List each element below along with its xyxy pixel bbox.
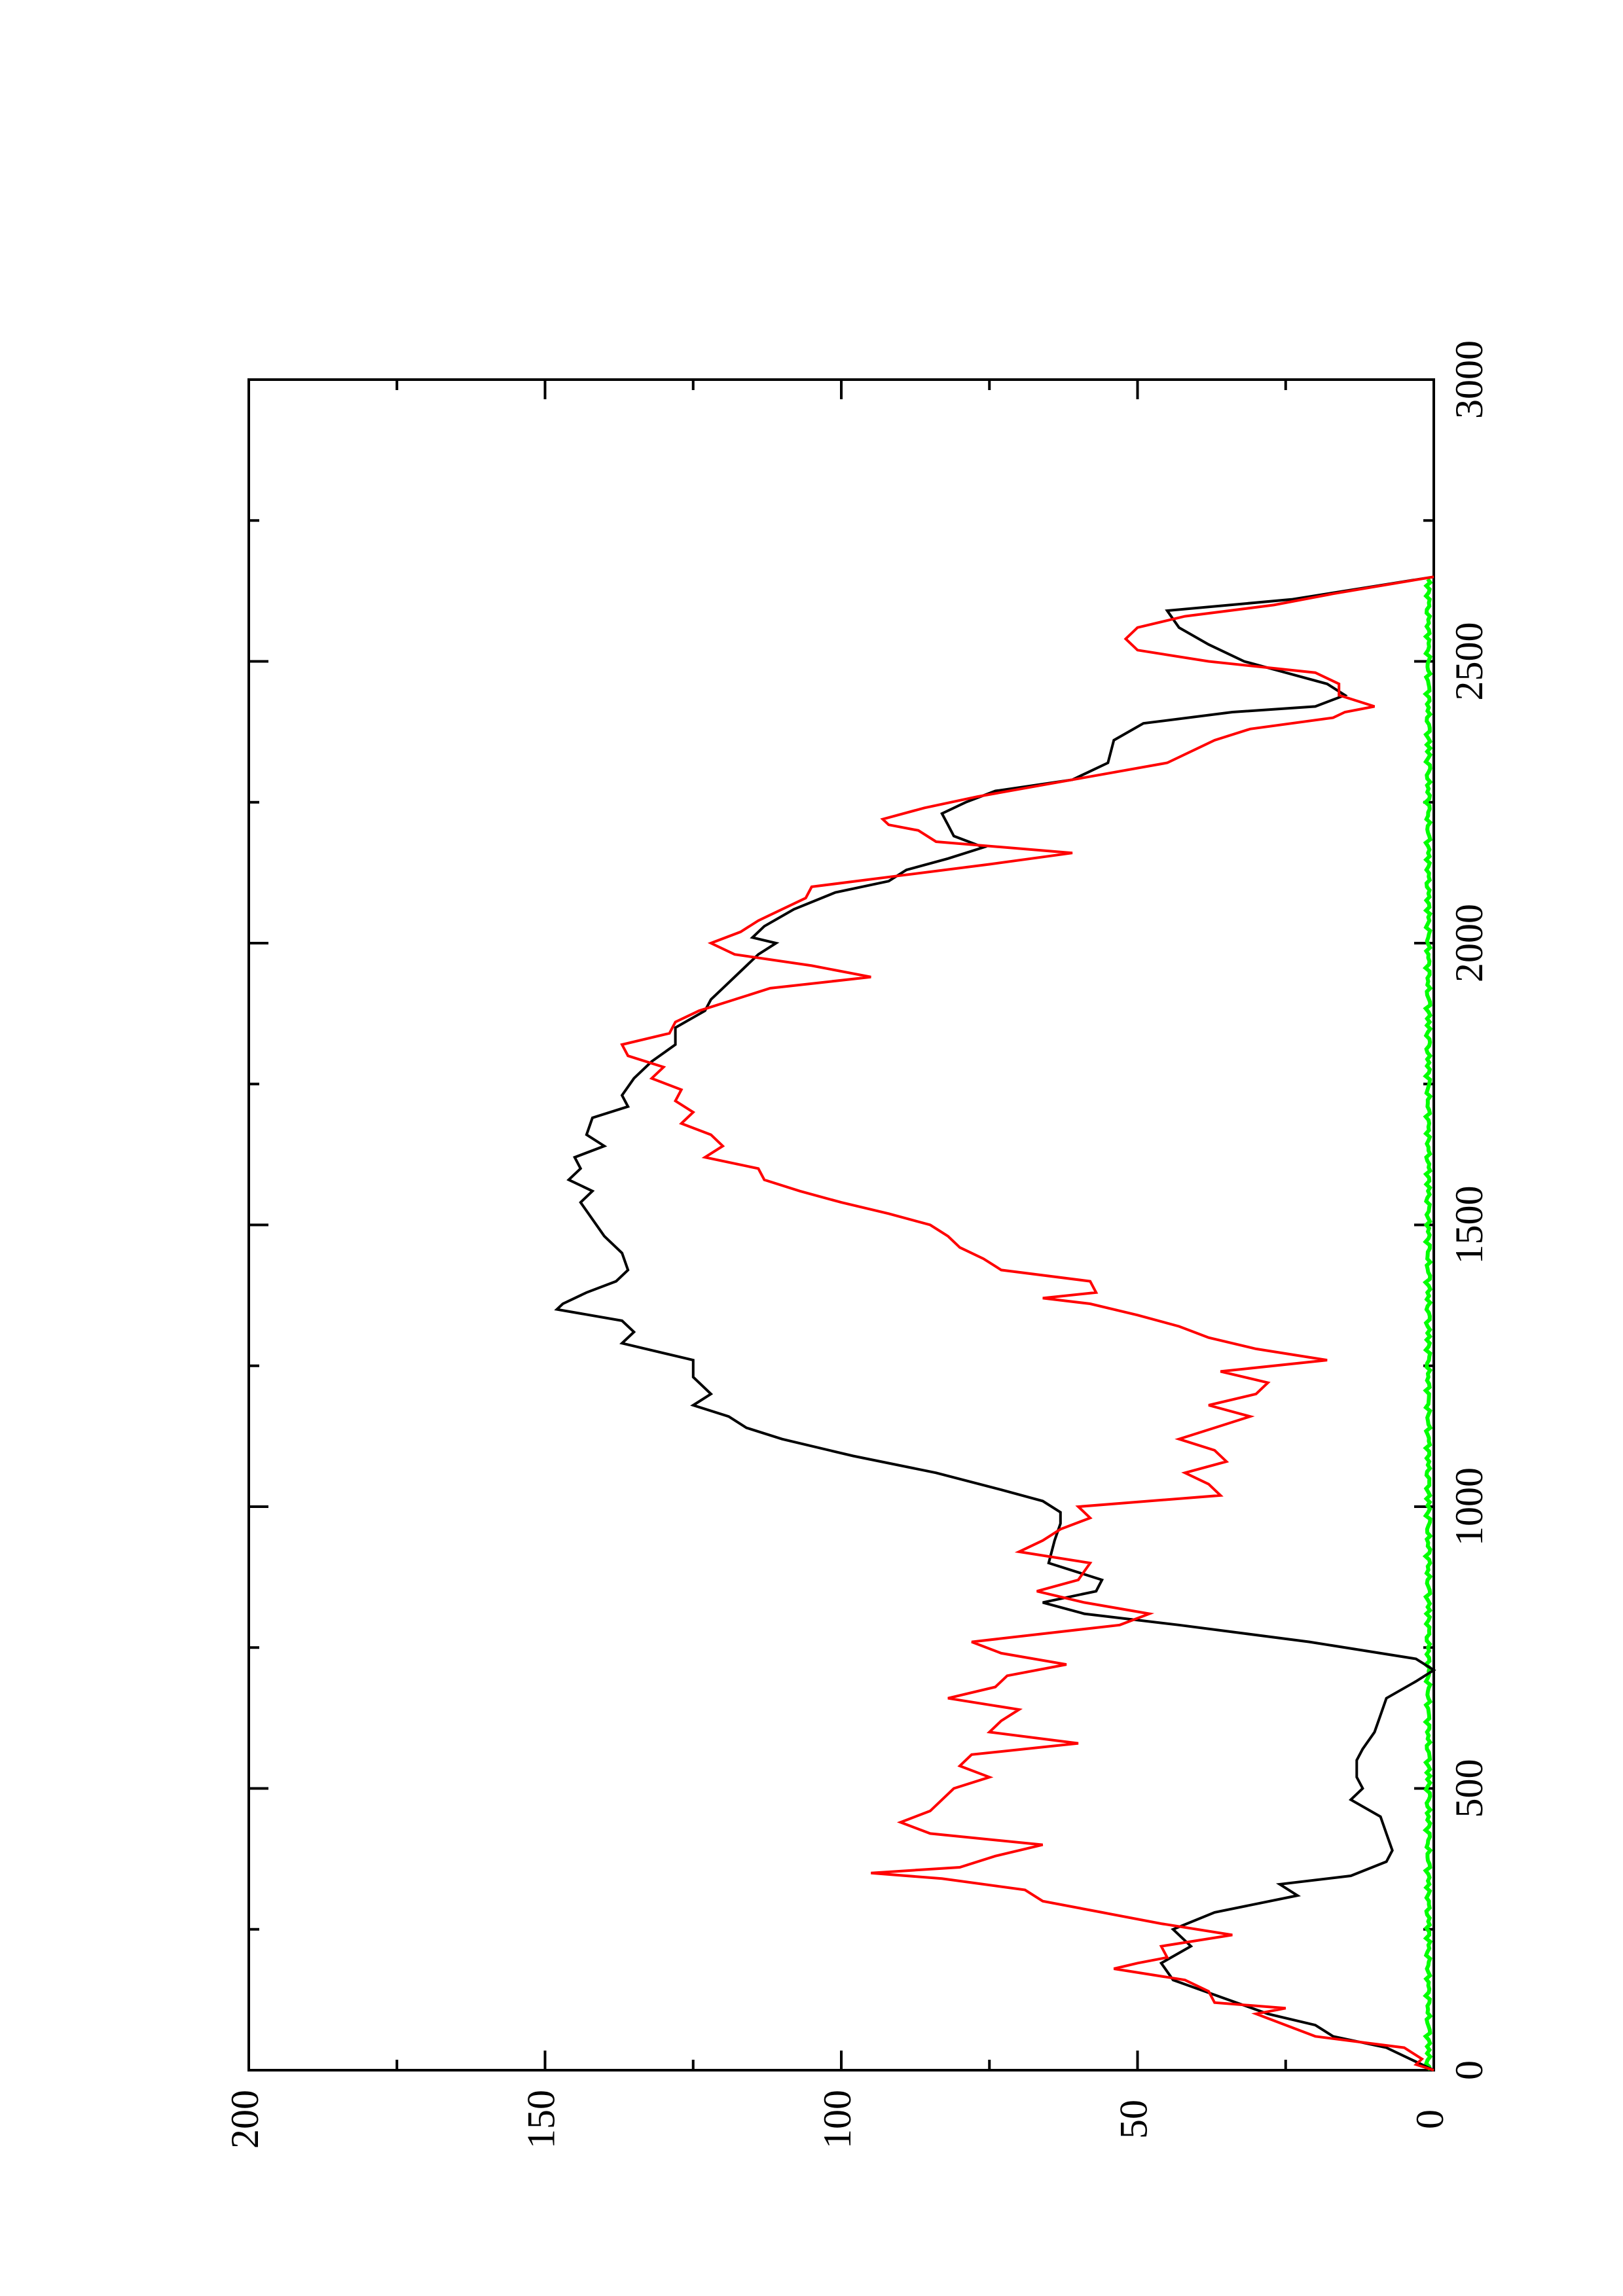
y-tick-label: 0 [1408,2109,1451,2129]
y-tick-label: 150 [519,2090,562,2149]
x-tick-label: 1500 [1448,1186,1491,1265]
x-tick-label: 500 [1448,1759,1491,1818]
x-tick-label: 3000 [1448,340,1491,419]
y-tick-label: 50 [1112,2100,1155,2139]
y-tick-label: 200 [223,2090,266,2149]
x-tick-label: 1000 [1448,1467,1491,1546]
x-tick-label: 2000 [1448,904,1491,982]
series-line-red [620,575,1434,2072]
x-tick-label: 2500 [1448,622,1491,701]
x-tick-label: 0 [1448,2060,1491,2080]
series-line-green [1422,578,1433,2071]
series-line-black [554,575,1436,2072]
plot-area-frame [247,378,1435,2072]
y-tick-label: 100 [816,2090,859,2149]
